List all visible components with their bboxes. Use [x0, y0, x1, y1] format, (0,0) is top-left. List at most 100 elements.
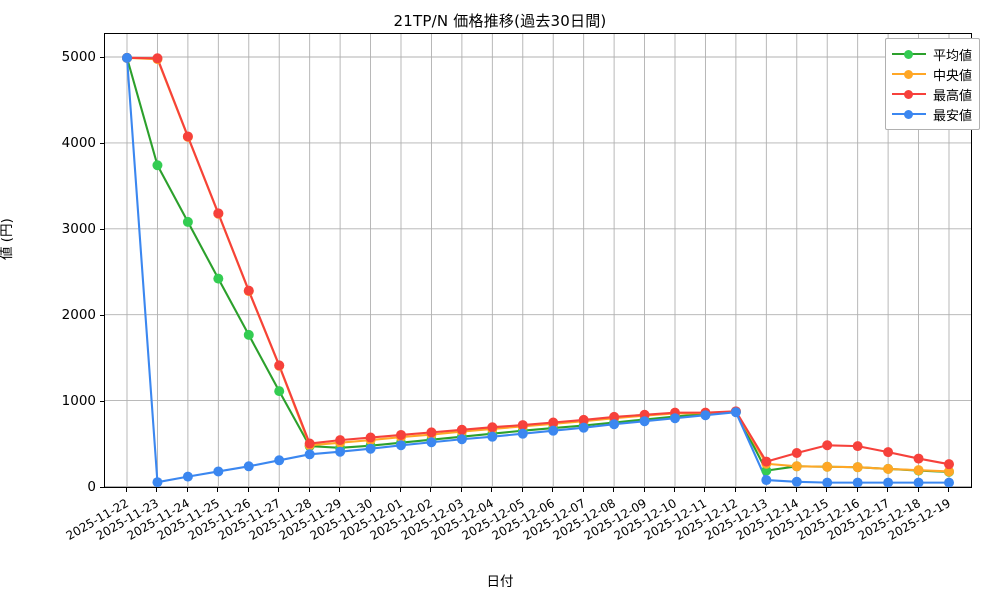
data-point — [517, 428, 528, 439]
data-point — [243, 285, 254, 296]
data-point — [335, 435, 346, 446]
chart-title: 21TP/N 価格推移(過去30日間) — [393, 12, 607, 30]
x-axis-label: 日付 — [486, 574, 514, 590]
data-point — [213, 208, 224, 219]
data-point — [883, 477, 894, 487]
x-tick-mark — [582, 488, 584, 492]
data-point — [852, 441, 863, 452]
x-tick-mark — [856, 488, 858, 492]
data-point — [548, 425, 559, 436]
series-line — [125, 56, 951, 466]
data-point — [426, 427, 437, 438]
y-tick-mark — [100, 314, 104, 316]
data-point — [944, 459, 954, 470]
data-point — [456, 424, 467, 435]
data-point — [456, 434, 467, 445]
x-tick-mark — [613, 488, 615, 492]
series-line — [125, 56, 951, 484]
data-point — [883, 463, 894, 474]
legend-swatch-icon — [891, 107, 926, 121]
data-point — [396, 429, 406, 440]
data-point — [182, 216, 193, 227]
y-tick-label: 1000 — [61, 392, 96, 409]
data-point — [700, 410, 711, 421]
data-point — [822, 477, 833, 487]
y-tick-label: 2000 — [61, 306, 96, 323]
legend-label: 平均値 — [932, 48, 972, 64]
x-tick-mark — [400, 488, 401, 492]
legend-swatch-icon — [891, 47, 926, 61]
legend-swatch-icon — [891, 87, 926, 101]
data-point — [944, 477, 954, 487]
data-point — [913, 477, 924, 487]
x-tick-mark — [278, 488, 280, 492]
data-point — [487, 431, 498, 442]
data-point — [791, 461, 802, 472]
data-point — [913, 453, 924, 464]
data-point — [913, 465, 924, 476]
data-point — [122, 52, 132, 63]
data-point — [791, 448, 802, 458]
data-point — [213, 466, 224, 477]
data-point — [487, 422, 498, 433]
legend-item[interactable]: 平均値 — [891, 44, 972, 64]
data-point — [304, 449, 315, 460]
x-tick-mark — [887, 488, 889, 492]
x-tick-mark — [765, 488, 767, 492]
data-point — [274, 455, 285, 466]
x-tick-mark — [643, 488, 645, 492]
y-tick-mark — [100, 142, 104, 144]
data-point — [213, 273, 224, 284]
data-point — [243, 461, 254, 472]
y-tick-mark — [100, 228, 104, 230]
data-point — [548, 417, 559, 428]
x-tick-mark — [826, 488, 828, 492]
x-tick-mark — [308, 488, 310, 492]
plot-area — [104, 33, 972, 488]
chart-legend: 平均値 中央値最高値最安値 — [884, 38, 980, 130]
data-point — [609, 411, 620, 422]
legend-item[interactable]: 中央値 — [891, 64, 972, 84]
data-point — [152, 477, 163, 487]
data-point — [609, 419, 620, 430]
y-tick-mark — [100, 486, 104, 488]
y-tick-label: 4000 — [61, 134, 96, 151]
data-point — [822, 440, 833, 451]
x-tick-mark — [186, 488, 188, 492]
legend-label: 最安値 — [932, 108, 972, 124]
data-point — [274, 360, 285, 371]
data-point — [152, 160, 163, 171]
x-tick-mark — [460, 488, 462, 492]
data-point — [761, 465, 772, 476]
legend-swatch-icon — [891, 67, 926, 81]
x-tick-mark — [521, 488, 523, 492]
series-line — [125, 56, 951, 473]
legend-item[interactable]: 最安値 — [891, 104, 972, 124]
x-tick-mark — [734, 488, 736, 492]
x-tick-mark — [795, 488, 797, 492]
data-point — [182, 471, 193, 482]
x-tick-mark — [491, 488, 493, 492]
data-point — [761, 475, 772, 486]
data-point — [517, 420, 528, 431]
x-tick-mark — [917, 488, 919, 492]
x-tick-mark — [674, 488, 675, 492]
data-point — [944, 466, 954, 477]
legend-label: 最高値 — [932, 88, 972, 104]
x-tick-mark — [247, 488, 249, 492]
data-point — [791, 476, 802, 487]
data-point — [670, 413, 680, 424]
data-point — [335, 446, 346, 457]
x-tick-mark — [430, 488, 432, 492]
x-tick-mark — [552, 488, 554, 492]
legend-item[interactable]: 最高値 — [891, 84, 972, 104]
data-point — [365, 443, 376, 454]
x-tick-mark — [126, 488, 127, 492]
data-point — [578, 422, 589, 433]
data-point — [852, 477, 863, 487]
data-point — [852, 462, 863, 473]
y-tick-label: 0 — [87, 478, 96, 495]
data-point — [883, 447, 894, 458]
data-point — [365, 432, 376, 443]
